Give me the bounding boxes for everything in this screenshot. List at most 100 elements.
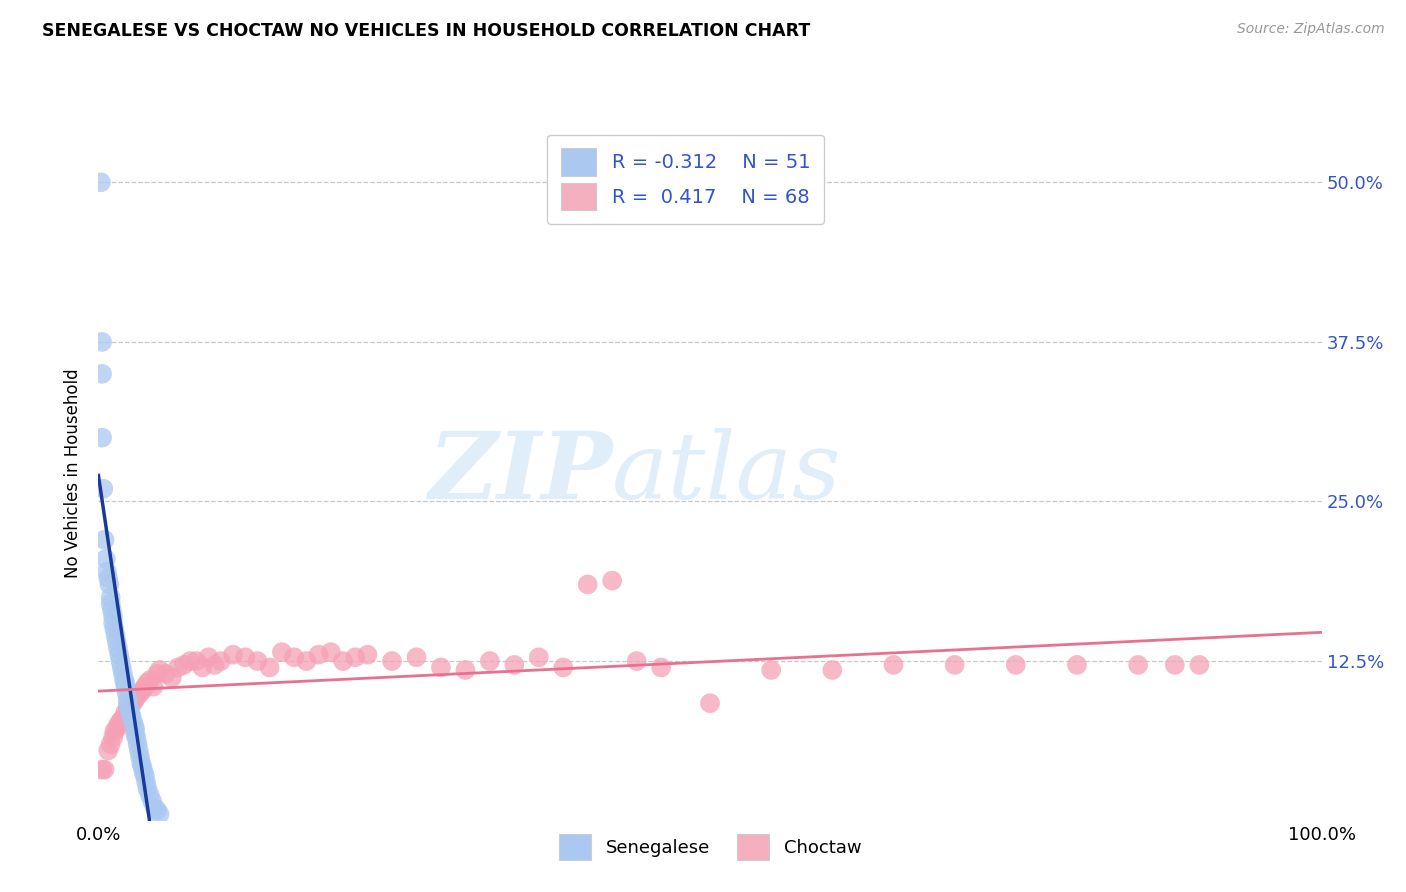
Point <box>98 577 121 591</box>
Point <box>142 680 165 694</box>
Point <box>1066 657 1088 672</box>
Text: ZIP: ZIP <box>427 428 612 517</box>
Point <box>111 712 134 726</box>
Point <box>136 675 159 690</box>
Point <box>405 650 427 665</box>
Legend: Senegalese, Choctaw: Senegalese, Choctaw <box>548 823 872 871</box>
Point <box>100 591 122 605</box>
Point <box>129 686 152 700</box>
Point <box>103 724 125 739</box>
Point <box>131 760 153 774</box>
Point <box>100 737 122 751</box>
Point <box>101 731 124 745</box>
Point <box>90 175 112 189</box>
Point <box>155 666 177 681</box>
Point <box>107 641 129 656</box>
Point <box>167 660 190 674</box>
Point <box>97 743 120 757</box>
Point <box>149 807 172 822</box>
Point <box>107 718 129 732</box>
Point <box>141 795 163 809</box>
Point <box>319 645 342 659</box>
Y-axis label: No Vehicles in Household: No Vehicles in Household <box>65 368 83 578</box>
Point <box>295 654 318 668</box>
Point <box>101 615 124 630</box>
Point <box>134 680 156 694</box>
Point <box>91 763 114 777</box>
Point <box>114 680 136 694</box>
Point <box>259 660 281 674</box>
Point <box>344 650 367 665</box>
Point <box>381 654 404 668</box>
Point <box>96 565 118 579</box>
Point <box>129 756 152 771</box>
Point <box>454 663 477 677</box>
Point <box>883 657 905 672</box>
Point <box>136 781 159 796</box>
Point <box>332 654 354 668</box>
Point <box>91 367 114 381</box>
Point <box>134 769 156 783</box>
Point <box>576 577 599 591</box>
Point <box>124 722 146 736</box>
Point <box>112 673 135 688</box>
Point <box>186 654 208 668</box>
Point <box>132 765 155 780</box>
Point <box>600 574 623 588</box>
Point <box>104 628 127 642</box>
Point <box>135 775 157 789</box>
Point <box>233 650 256 665</box>
Point <box>117 701 139 715</box>
Point <box>146 666 169 681</box>
Point <box>118 701 141 715</box>
Point <box>308 648 330 662</box>
Point <box>139 673 162 688</box>
Point <box>120 698 142 713</box>
Point <box>117 696 139 710</box>
Point <box>124 727 146 741</box>
Point <box>699 696 721 710</box>
Point <box>110 714 132 728</box>
Point <box>270 645 294 659</box>
Point <box>110 654 132 668</box>
Point <box>1004 657 1026 672</box>
Point <box>129 749 152 764</box>
Point <box>650 660 672 674</box>
Point <box>173 657 195 672</box>
Text: atlas: atlas <box>612 428 842 517</box>
Point <box>101 609 124 624</box>
Point <box>91 431 114 445</box>
Point <box>149 663 172 677</box>
Point <box>1188 657 1211 672</box>
Point <box>1128 657 1150 672</box>
Point <box>222 648 245 662</box>
Point <box>179 654 201 668</box>
Point <box>117 692 139 706</box>
Point <box>122 718 145 732</box>
Point <box>197 650 219 665</box>
Point <box>626 654 648 668</box>
Point <box>91 334 114 349</box>
Point <box>204 657 226 672</box>
Point <box>761 663 783 677</box>
Text: Source: ZipAtlas.com: Source: ZipAtlas.com <box>1237 22 1385 37</box>
Point <box>114 705 136 719</box>
Point <box>143 801 166 815</box>
Point <box>1164 657 1187 672</box>
Point <box>160 671 183 685</box>
Point <box>191 660 214 674</box>
Text: SENEGALESE VS CHOCTAW NO VEHICLES IN HOUSEHOLD CORRELATION CHART: SENEGALESE VS CHOCTAW NO VEHICLES IN HOU… <box>42 22 810 40</box>
Point <box>94 552 117 566</box>
Point <box>127 737 149 751</box>
Point <box>121 696 143 710</box>
Point <box>124 692 146 706</box>
Point <box>101 603 124 617</box>
Point <box>246 654 269 668</box>
Point <box>100 597 122 611</box>
Point <box>209 654 232 668</box>
Point <box>478 654 501 668</box>
Point <box>553 660 575 674</box>
Point <box>430 660 453 674</box>
Point <box>115 686 138 700</box>
Point <box>103 622 125 636</box>
